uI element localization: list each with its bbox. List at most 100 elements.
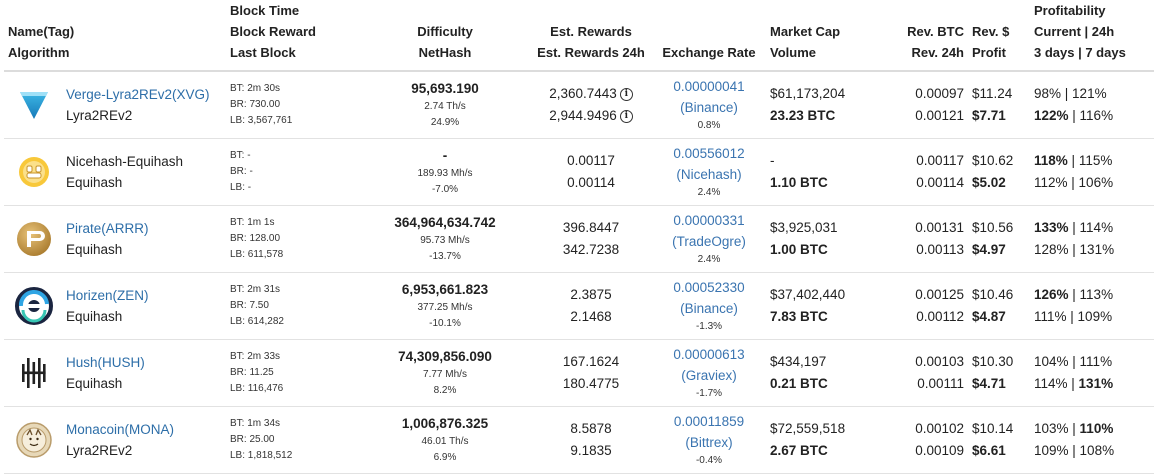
table-row[interactable]: Nicehash-Equihash Equihash BT: - BR: - L… — [4, 138, 1154, 206]
volume: 7.83 BTC — [770, 309, 828, 324]
block-reward: BR: - — [230, 166, 253, 177]
est-rewards: 2.3875 — [570, 287, 612, 302]
market-cell: $72,559,518 2.67 BTC — [766, 406, 880, 474]
exchange-name-link[interactable]: (Bittrex) — [685, 435, 733, 450]
volume: 1.00 BTC — [770, 242, 828, 257]
rev-btc: 0.00117 — [916, 153, 964, 168]
coin-algorithm: Equihash — [66, 309, 123, 324]
coin-algorithm: Equihash — [66, 175, 123, 190]
profit-current: 133% — [1034, 220, 1069, 235]
rev-24h: 0.00112 — [916, 309, 964, 324]
est-rewards-24h: 9.1835 — [570, 443, 612, 458]
difficulty-cell: 74,309,856.090 7.77 Mh/s 8.2% — [360, 339, 530, 407]
header-profitability[interactable]: Profitability Current | 24h 3 days | 7 d… — [1030, 0, 1154, 72]
volume: 1.10 BTC — [770, 175, 828, 190]
volume: 0.21 BTC — [770, 376, 828, 391]
header-difficulty[interactable]: Difficulty NetHash — [360, 0, 530, 72]
exchange-rate-link[interactable]: 0.00000613 — [673, 347, 745, 362]
coin-name-link[interactable]: Horizen(ZEN) — [66, 288, 149, 303]
exchange-rate-link[interactable]: 0.00000331 — [673, 213, 745, 228]
exchange-name-link[interactable]: (TradeOgre) — [672, 234, 746, 249]
table-row[interactable]: Verge-Lyra2REv2(XVG) Lyra2REv2 BT: 2m 30… — [4, 71, 1154, 139]
nethash-value: 95.73 Mh/s — [420, 235, 470, 246]
exchange-name-link[interactable]: (Binance) — [680, 301, 738, 316]
market-cap: - — [770, 153, 775, 168]
difficulty-change: 24.9% — [430, 117, 460, 128]
table-row[interactable]: Horizen(ZEN) Equihash BT: 2m 31s BR: 7.5… — [4, 272, 1154, 340]
coin-name-link[interactable]: Pirate(ARRR) — [66, 221, 149, 236]
exchange-name-link[interactable]: (Graviex) — [681, 368, 737, 383]
difficulty-change: 8.2% — [433, 385, 457, 396]
market-cap: $61,173,204 — [770, 86, 846, 101]
exchange-rate-link[interactable]: 0.00011859 — [673, 414, 745, 429]
rev-24h: 0.00121 — [915, 108, 964, 123]
profitability-cell: 126% | 113% 111% | 109% — [1030, 272, 1154, 340]
profit-24h: 110% — [1079, 421, 1114, 436]
volume: 2.67 BTC — [770, 443, 828, 458]
header-market[interactable]: Market Cap Volume — [766, 0, 880, 72]
block-reward: BR: 730.00 — [230, 99, 281, 110]
info-circle-icon[interactable]: i — [619, 87, 633, 101]
block-reward: BR: 25.00 — [230, 434, 275, 445]
coin-algorithm: Lyra2REv2 — [66, 443, 133, 458]
rewards-cell: 8.5878 9.1835 — [530, 406, 652, 474]
profit-24h: 114% — [1079, 220, 1114, 235]
profit-3d: 122% — [1034, 108, 1069, 123]
header-rewards[interactable]: Est. Rewards Est. Rewards 24h — [530, 0, 652, 72]
table-header-row: Name(Tag) Algorithm Block Time Block Rew… — [4, 0, 1154, 72]
exchange-cell: 0.00052330 (Binance) -1.3% — [652, 272, 766, 340]
block-cell: BT: 1m 1s BR: 128.00 LB: 611,578 — [226, 205, 360, 273]
coin-name-link[interactable]: Verge-Lyra2REv2(XVG) — [66, 87, 210, 102]
difficulty-cell: 6,953,661.823 377.25 Mh/s -10.1% — [360, 272, 530, 340]
exchange-name-link[interactable]: (Nicehash) — [676, 167, 742, 182]
verge-logo-icon — [14, 85, 54, 125]
est-rewards: 167.1624 — [562, 354, 620, 369]
rev-btc-cell: 0.00102 0.00109 — [880, 406, 968, 474]
table-row[interactable]: Monacoin(MONA) Lyra2REv2 BT: 1m 34s BR: … — [4, 406, 1154, 474]
header-name[interactable]: Name(Tag) Algorithm — [4, 0, 226, 72]
profit-3d: 128% — [1034, 242, 1069, 257]
profit-7d: 106% — [1078, 175, 1114, 190]
profit-usd: $4.97 — [972, 242, 1006, 257]
exchange-rate-link[interactable]: 0.00556012 — [673, 146, 745, 161]
difficulty-change: 6.9% — [433, 452, 457, 463]
info-circle-icon[interactable]: i — [619, 109, 633, 123]
difficulty-value: 6,953,661.823 — [401, 282, 489, 297]
header-rev-usd[interactable]: Rev. $ Profit — [968, 0, 1030, 72]
profit-current: 118% — [1034, 153, 1068, 168]
nethash-value: 377.25 Mh/s — [417, 302, 473, 313]
profit-current: 104% — [1034, 354, 1069, 369]
market-cap: $72,559,518 — [770, 421, 846, 436]
profit-3d: 112% — [1034, 175, 1068, 190]
table-row[interactable]: Hush(HUSH) Equihash BT: 2m 33s BR: 11.25… — [4, 339, 1154, 407]
exchange-cell: 0.00000041 (Binance) 0.8% — [652, 71, 766, 139]
header-rev-btc[interactable]: Rev. BTC Rev. 24h — [880, 0, 968, 72]
rev-24h: 0.00114 — [916, 175, 964, 190]
last-block: LB: - — [230, 182, 252, 193]
rev-usd-cell: $10.62 $5.02 — [968, 138, 1030, 206]
nethash-value: 2.74 Th/s — [424, 101, 466, 112]
block-reward: BR: 7.50 — [230, 300, 269, 311]
rev-24h: 0.00113 — [916, 242, 964, 257]
rev-usd-cell: $10.56 $4.97 — [968, 205, 1030, 273]
exchange-cell: 0.00000331 (TradeOgre) 2.4% — [652, 205, 766, 273]
exchange-rate-link[interactable]: 0.00052330 — [673, 280, 745, 295]
profit-usd: $7.71 — [972, 108, 1006, 123]
exchange-cell: 0.00556012 (Nicehash) 2.4% — [652, 138, 766, 206]
profit-24h: 121% — [1072, 86, 1107, 101]
block-cell: BT: 2m 30s BR: 730.00 LB: 3,567,761 — [226, 71, 360, 139]
profitability-cell: 98% | 121% 122% | 116% — [1030, 71, 1154, 139]
rev-usd: $10.14 — [972, 421, 1014, 436]
coin-name-link[interactable]: Hush(HUSH) — [66, 355, 145, 370]
table-row[interactable]: Pirate(ARRR) Equihash BT: 1m 1s BR: 128.… — [4, 205, 1154, 273]
rev-usd-cell: $11.24 $7.71 — [968, 71, 1030, 139]
profit-3d: 114% — [1034, 376, 1068, 391]
coin-name-link[interactable]: Monacoin(MONA) — [66, 422, 175, 437]
exchange-name-link[interactable]: (Binance) — [680, 100, 738, 115]
profit-current: 126% — [1034, 287, 1069, 302]
rev-btc: 0.00102 — [915, 421, 964, 436]
header-exchange-rate[interactable]: Exchange Rate — [652, 0, 766, 72]
header-block[interactable]: Block Time Block Reward Last Block — [226, 0, 360, 72]
block-cell: BT: - BR: - LB: - — [226, 138, 360, 206]
exchange-rate-link[interactable]: 0.00000041 — [673, 79, 745, 94]
